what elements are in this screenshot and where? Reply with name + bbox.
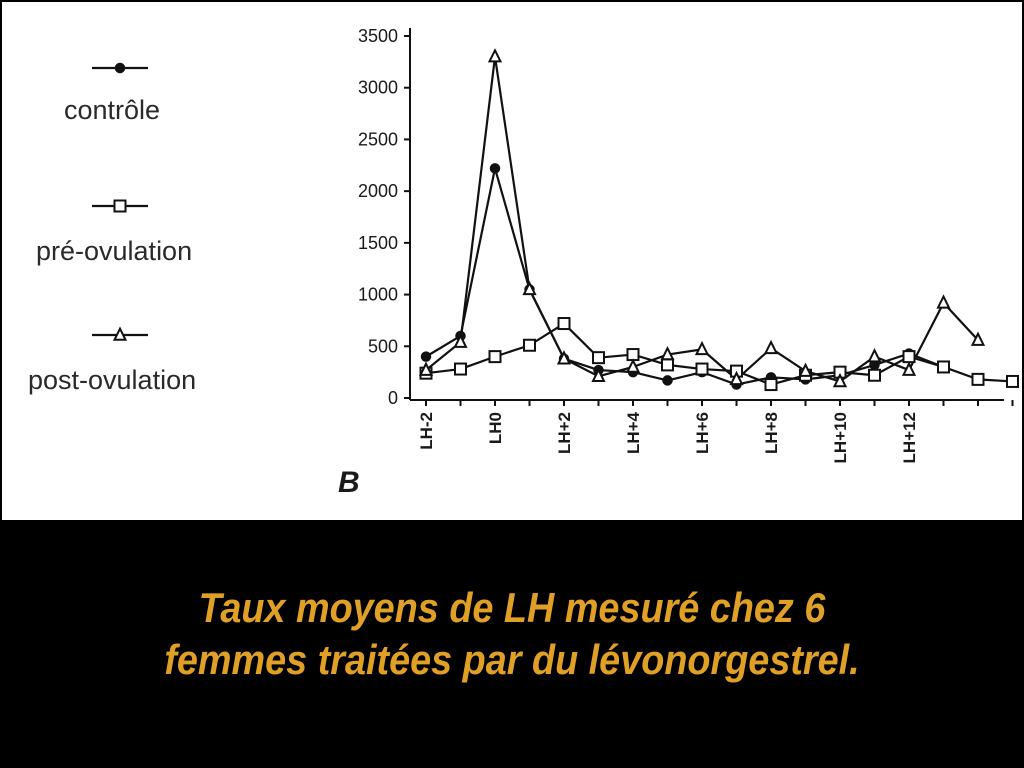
y-tick-label: 500 [368, 336, 398, 356]
legend-marker-1 [114, 62, 126, 74]
data-point-2 [454, 362, 467, 376]
data-point-3 [556, 350, 572, 365]
x-tick-label: LH+2 [555, 412, 574, 454]
data-point-3 [729, 370, 744, 386]
slide-caption: Taux moyens de LH mesuré chez 6 femmes t… [51, 582, 973, 686]
y-tick-label: 3000 [358, 78, 398, 98]
y-tick-label: 2500 [358, 129, 398, 149]
data-point-1 [489, 163, 501, 174]
data-point-3 [418, 361, 434, 376]
data-point-2 [488, 350, 502, 364]
data-point-3 [798, 362, 813, 377]
x-tick-label: LH+6 [693, 412, 712, 454]
panel-label: B [338, 466, 360, 499]
y-tick-label: 1000 [358, 285, 398, 305]
data-point-2 [695, 362, 709, 376]
data-point-3 [936, 294, 951, 309]
legend-label-2: pré-ovulation [36, 236, 192, 266]
data-point-2 [523, 338, 536, 352]
data-point-3 [901, 361, 917, 376]
data-point-2 [937, 360, 950, 374]
x-axis: LH-2 LH0 LH+2 LH+4 LH+6 LH+8 LH+10 LH+12 [410, 399, 1014, 464]
data-point-3 [867, 348, 882, 363]
legend-marker-2 [113, 199, 127, 213]
y-axis: 0 500 1000 1500 2000 2500 3000 3500 [358, 26, 411, 408]
data-point-3 [694, 340, 710, 356]
figure-panel: contrôle pré-ovulation post-ovulation 0 500… [2, 2, 1022, 520]
legend-label-1: contrôle [64, 95, 160, 125]
x-tick-label: LH+8 [762, 412, 781, 454]
caption-line-1: Taux moyens de LH mesuré chez 6 [198, 584, 826, 631]
data-point-2 [902, 350, 916, 364]
legend: contrôle pré-ovulation post-ovulation [28, 62, 196, 395]
y-tick-label: 1500 [358, 233, 398, 253]
y-tick-label: 2000 [358, 181, 398, 201]
x-tick-label: LH+12 [900, 412, 919, 464]
series-line-2 [425, 322, 1013, 386]
data-point-2 [661, 358, 674, 372]
x-tick-label: LH+4 [624, 411, 643, 454]
data-point-1 [662, 375, 673, 386]
data-point-3 [625, 358, 641, 373]
data-point-3 [591, 367, 606, 383]
data-point-3 [453, 333, 468, 348]
data-point-2 [971, 372, 985, 386]
data-point-3 [832, 372, 848, 388]
x-tick-label: LH0 [486, 412, 505, 444]
y-tick-label: 3500 [358, 26, 398, 46]
x-tick-label: LH-2 [417, 412, 436, 450]
caption-line-2: femmes traitées par du lévonorgestrel. [164, 636, 860, 683]
data-point-2 [1006, 374, 1019, 388]
legend-marker-3 [112, 326, 128, 341]
data-point-3 [522, 280, 537, 296]
data-point-1 [420, 351, 432, 362]
data-point-2 [764, 378, 778, 392]
data-point-2 [868, 368, 881, 382]
data-point-2 [592, 351, 605, 365]
series-layer [418, 48, 1019, 392]
y-tick-label: 0 [388, 388, 398, 408]
data-point-3 [970, 331, 986, 346]
data-point-3 [487, 48, 503, 63]
legend-label-3: post-ovulation [28, 365, 196, 395]
data-point-3 [763, 339, 779, 355]
lh-chart: contrôle pré-ovulation post-ovulation 0 500… [28, 26, 1019, 499]
x-tick-label: LH+10 [831, 412, 850, 464]
data-point-3 [660, 345, 675, 361]
data-point-2 [557, 317, 571, 331]
